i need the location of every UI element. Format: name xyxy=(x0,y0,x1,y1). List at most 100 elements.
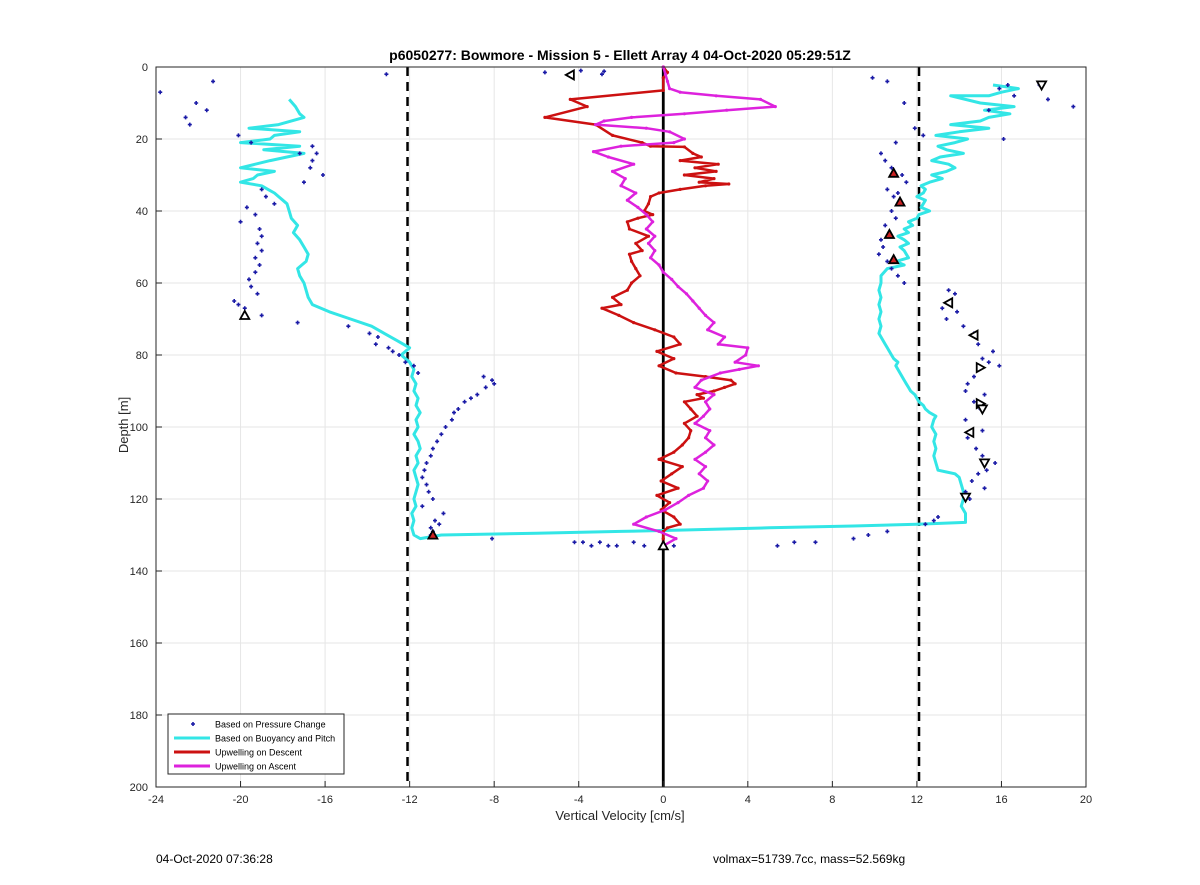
pressure-change-point xyxy=(904,180,909,185)
descent-line-point xyxy=(661,76,665,80)
ascent-line-point xyxy=(699,378,703,382)
descent-line-point xyxy=(600,306,604,310)
ascent-line-point xyxy=(697,472,701,476)
ascent-line-point xyxy=(668,87,672,91)
ascent-line xyxy=(592,66,777,547)
descent-line-point xyxy=(682,400,687,404)
reference-lines xyxy=(406,67,921,787)
pressure-change-point xyxy=(952,291,957,296)
pressure-change-point xyxy=(397,353,402,357)
descent-line-point xyxy=(610,295,615,299)
pressure-change-point xyxy=(310,144,315,149)
pressure-change-point xyxy=(969,479,974,483)
pressure-change-point xyxy=(426,489,431,494)
descent-line xyxy=(543,66,737,546)
pressure-change-point xyxy=(384,72,389,77)
descent-line-point xyxy=(672,515,676,519)
pressure-change-point xyxy=(301,180,306,185)
pressure-change-point xyxy=(671,543,676,548)
descent-line-point xyxy=(657,364,661,368)
pressure-change-point xyxy=(420,475,425,480)
pressure-change-point xyxy=(599,72,604,77)
pressure-change-point xyxy=(183,115,188,120)
pressure-change-point xyxy=(572,540,577,545)
descent-line-point xyxy=(640,249,644,253)
pressure-change-point xyxy=(986,108,991,113)
ascent-line-point xyxy=(653,234,657,238)
marker-layer xyxy=(238,68,1048,551)
event-marker-triangle-left xyxy=(967,329,979,342)
descent-line-point xyxy=(672,335,676,339)
pressure-change-point xyxy=(891,194,896,199)
pressure-change-point xyxy=(971,399,976,404)
x-tick-label: 20 xyxy=(1080,794,1092,806)
pressure-change-point xyxy=(813,540,818,545)
pressure-change-point xyxy=(980,453,985,458)
pressure-change-point xyxy=(921,133,926,138)
pressure-change-point xyxy=(375,335,380,339)
ascent-line-point xyxy=(657,529,661,534)
pressure-change-point xyxy=(236,133,241,138)
pressure-change-point xyxy=(602,69,607,74)
pressure-change-point xyxy=(878,151,883,156)
descent-line-point xyxy=(682,173,687,177)
ascent-line-point xyxy=(646,241,651,245)
pressure-change-point xyxy=(430,497,435,501)
event-marker-triangle-up xyxy=(883,228,896,239)
pressure-change-point xyxy=(885,187,890,192)
event-marker-triangle-up xyxy=(893,195,907,207)
x-axis-label: Vertical Velocity [cm/s] xyxy=(555,808,684,823)
event-marker-triangle-down xyxy=(1035,80,1048,92)
pressure-change-point xyxy=(642,543,647,548)
pressure-change-point xyxy=(885,529,890,534)
pressure-change-point xyxy=(314,151,319,156)
pressure-change-point xyxy=(390,349,395,354)
descent-line-point xyxy=(646,202,651,206)
descent-line-point xyxy=(695,393,699,397)
ascent-line-point xyxy=(693,457,697,461)
descent-line-point xyxy=(617,313,621,317)
ascent-line-point xyxy=(697,306,701,310)
ascent-line-point xyxy=(706,479,710,483)
pressure-change-point xyxy=(194,101,199,105)
pressure-change-point xyxy=(963,417,968,422)
y-tick-label: 0 xyxy=(142,62,148,74)
descent-line-point xyxy=(655,349,659,353)
x-tick-label: -12 xyxy=(402,794,418,806)
descent-line-point xyxy=(670,472,674,476)
descent-line-point xyxy=(636,216,640,220)
descent-line-point xyxy=(682,145,687,149)
ascent-line-point xyxy=(756,364,760,368)
ascent-line-point xyxy=(676,285,680,289)
x-tick-label: -8 xyxy=(489,794,499,806)
descent-line-point xyxy=(568,97,572,101)
pressure-change-point xyxy=(346,324,351,329)
event-marker-triangle-left xyxy=(963,426,975,439)
ascent-line-point xyxy=(746,346,750,350)
pressure-change-point xyxy=(424,461,429,465)
pressure-change-point xyxy=(885,259,890,264)
pressure-change-point xyxy=(589,543,594,548)
pressure-change-point xyxy=(775,543,780,548)
pressure-change-point xyxy=(792,540,797,545)
y-tick-label: 160 xyxy=(130,638,148,650)
descent-line-point xyxy=(627,252,632,256)
descent-line-point xyxy=(672,357,676,361)
pressure-change-point xyxy=(976,342,981,347)
descent-line-point xyxy=(714,169,718,173)
pressure-change-point xyxy=(902,101,907,105)
descent-line-point xyxy=(703,184,708,188)
pressure-change-point xyxy=(936,515,941,519)
pressure-change-point xyxy=(980,428,985,433)
legend: Based on Pressure Change Based on Buoyanc… xyxy=(167,713,345,775)
pressure-change-point xyxy=(870,75,875,80)
descent-line-point xyxy=(634,267,638,271)
descent-line-point xyxy=(693,166,697,170)
y-axis-label: Depth [m] xyxy=(116,397,131,453)
descent-line-point xyxy=(722,385,727,389)
event-marker-triangle-up xyxy=(887,253,900,265)
ascent-line-point xyxy=(682,112,687,116)
ascent-line-point xyxy=(693,421,697,425)
tick-labels: -24 -20 -16 -12 -8 -4 0 4 8 12 16 20020406080100120… xyxy=(130,62,1092,806)
pressure-change-point xyxy=(866,533,871,537)
